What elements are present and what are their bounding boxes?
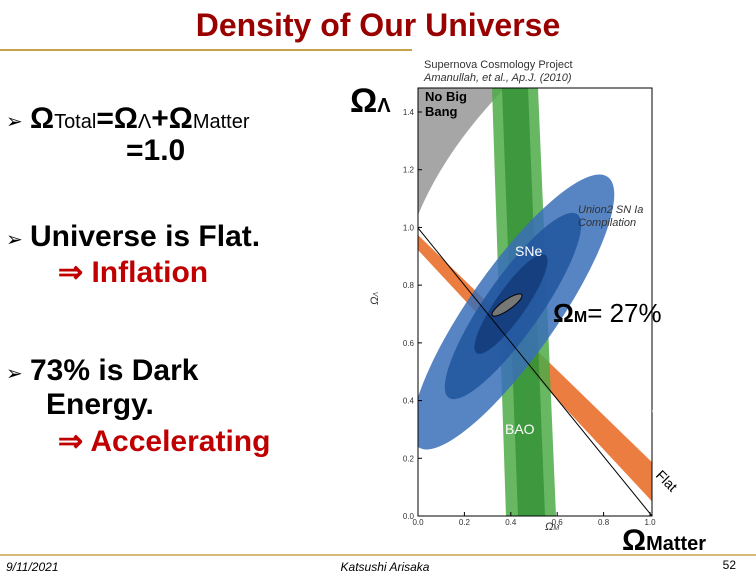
bullet-subtext: ⇒ Inflation — [58, 256, 208, 289]
flat-line — [418, 227, 652, 516]
axis-label-part: Ω — [545, 521, 553, 533]
formula-part: =Ω — [96, 102, 138, 135]
axis-label-part: M — [553, 525, 559, 532]
y-axis-label: ΩΛ — [369, 292, 381, 305]
y-tick-label: 0.2 — [403, 454, 415, 463]
figure-credit: Amanullah, et al., Ap.J. (2010) — [423, 72, 572, 84]
x-tick-label: 0.0 — [412, 518, 424, 527]
bullet-marker: ➢ — [6, 111, 23, 133]
overlay-part: Λ — [377, 95, 391, 117]
overlay-part: Ω — [553, 298, 574, 328]
bullet-text: =1.0 — [126, 134, 185, 167]
page-number: 52 — [723, 558, 737, 572]
omega-m: ΩM= 27% — [553, 298, 662, 328]
x-axis-label: ΩM — [545, 521, 559, 533]
region-label: Bang — [425, 104, 458, 119]
y-tick-label: 1.0 — [403, 223, 415, 232]
figure: Supernova Cosmology Project Amanullah, e… — [369, 52, 683, 533]
overlay-part: Ω — [622, 524, 646, 557]
overlay-part: Matter — [646, 533, 706, 555]
omega-matter: ΩMatter — [622, 524, 706, 557]
y-tick-label: 0.4 — [403, 397, 415, 406]
formula-part: Ω — [30, 102, 54, 135]
no-big-bang-region — [418, 88, 505, 215]
combined-contour — [491, 293, 523, 317]
footer-date: 9/11/2021 — [6, 560, 59, 574]
figure-credit: Supernova Cosmology Project — [424, 59, 573, 71]
formula-part: Λ — [138, 111, 152, 133]
formula: ΩTotal=ΩΛ+ΩMatter — [30, 102, 250, 135]
axis-label-part: Λ — [373, 292, 380, 298]
y-tick-label: 0.0 — [403, 512, 415, 521]
y-tick-label: 0.8 — [403, 281, 415, 290]
plot-frame — [417, 87, 653, 517]
y-tick-label: 0.6 — [403, 339, 415, 348]
bullet-text: 73% is Dark — [30, 354, 199, 387]
x-tick-label: 0.4 — [505, 518, 517, 527]
x-ticks: 0.0 0.2 0.4 0.6 0.8 1.0 — [412, 512, 656, 527]
formula-part: +Ω — [151, 102, 193, 135]
overlay-part: M — [574, 309, 587, 326]
x-tick-label: 0.8 — [598, 518, 610, 527]
compilation: Compilation — [578, 217, 636, 229]
x-tick-label: 0.6 — [552, 518, 564, 527]
x-tick-label: 0.2 — [459, 518, 471, 527]
compilation: Union2 SN Ia — [578, 204, 643, 216]
x-tick-label: 1.0 — [644, 518, 656, 527]
region-label: SNe — [515, 243, 542, 259]
bullet-text: Universe is Flat. — [30, 220, 260, 253]
plot-area — [418, 88, 652, 516]
bullet-subtext: ⇒ Accelerating — [58, 425, 270, 458]
bullet-text: Energy. — [46, 388, 154, 421]
formula-part: Matter — [193, 111, 250, 133]
title: Density of Our Universe — [196, 7, 561, 43]
y-tick-label: 1.4 — [403, 108, 415, 117]
overlay-part: Ω — [350, 82, 377, 120]
footer-author: Katsushi Arisaka — [341, 560, 430, 574]
bullet-marker: ➢ — [6, 229, 23, 251]
bullet-marker: ➢ — [6, 363, 23, 385]
omega-lambda: ΩΛ — [350, 82, 391, 120]
formula-part: Total — [54, 111, 96, 133]
region-label: BAO — [505, 421, 535, 437]
y-ticks: 0.0 0.2 0.4 0.6 0.8 1.0 1.2 1.4 — [403, 108, 422, 521]
axis-label-part: Ω — [369, 297, 381, 305]
overlay-part: = 27% — [587, 298, 661, 328]
region-label: No Big — [425, 89, 467, 104]
y-tick-label: 1.2 — [403, 166, 415, 175]
